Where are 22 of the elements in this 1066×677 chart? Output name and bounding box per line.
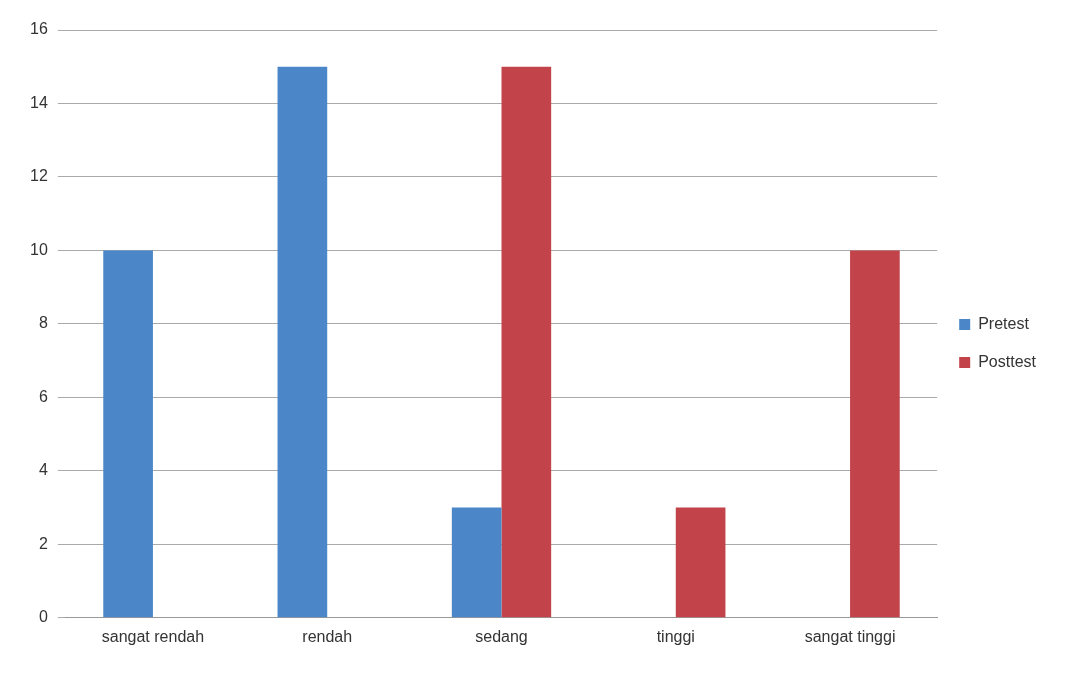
x-tick-label: tinggi [656,627,695,645]
bar [277,66,328,618]
bar [501,66,552,618]
bar [675,507,726,618]
y-tick-label: 8 [38,314,48,332]
x-tick-label: sedang [475,627,528,645]
bar [103,250,153,618]
y-tick-label: 16 [30,20,48,38]
legend-label: Posttest [978,352,1037,370]
x-tick-label: sangat rendah [101,627,205,645]
y-tick-label: 6 [38,387,48,405]
bar [451,507,502,618]
y-tick-label: 2 [38,534,48,552]
x-tick-label: sangat tinggi [804,627,896,645]
y-tick-label: 14 [30,93,48,111]
y-tick-label: 10 [30,240,48,258]
legend-label: Pretest [978,314,1030,332]
bar [850,250,900,618]
y-tick-label: 12 [30,167,48,185]
y-tick-label: 0 [38,608,48,626]
y-tick-label: 4 [38,461,48,479]
x-tick-label: rendah [302,627,353,645]
